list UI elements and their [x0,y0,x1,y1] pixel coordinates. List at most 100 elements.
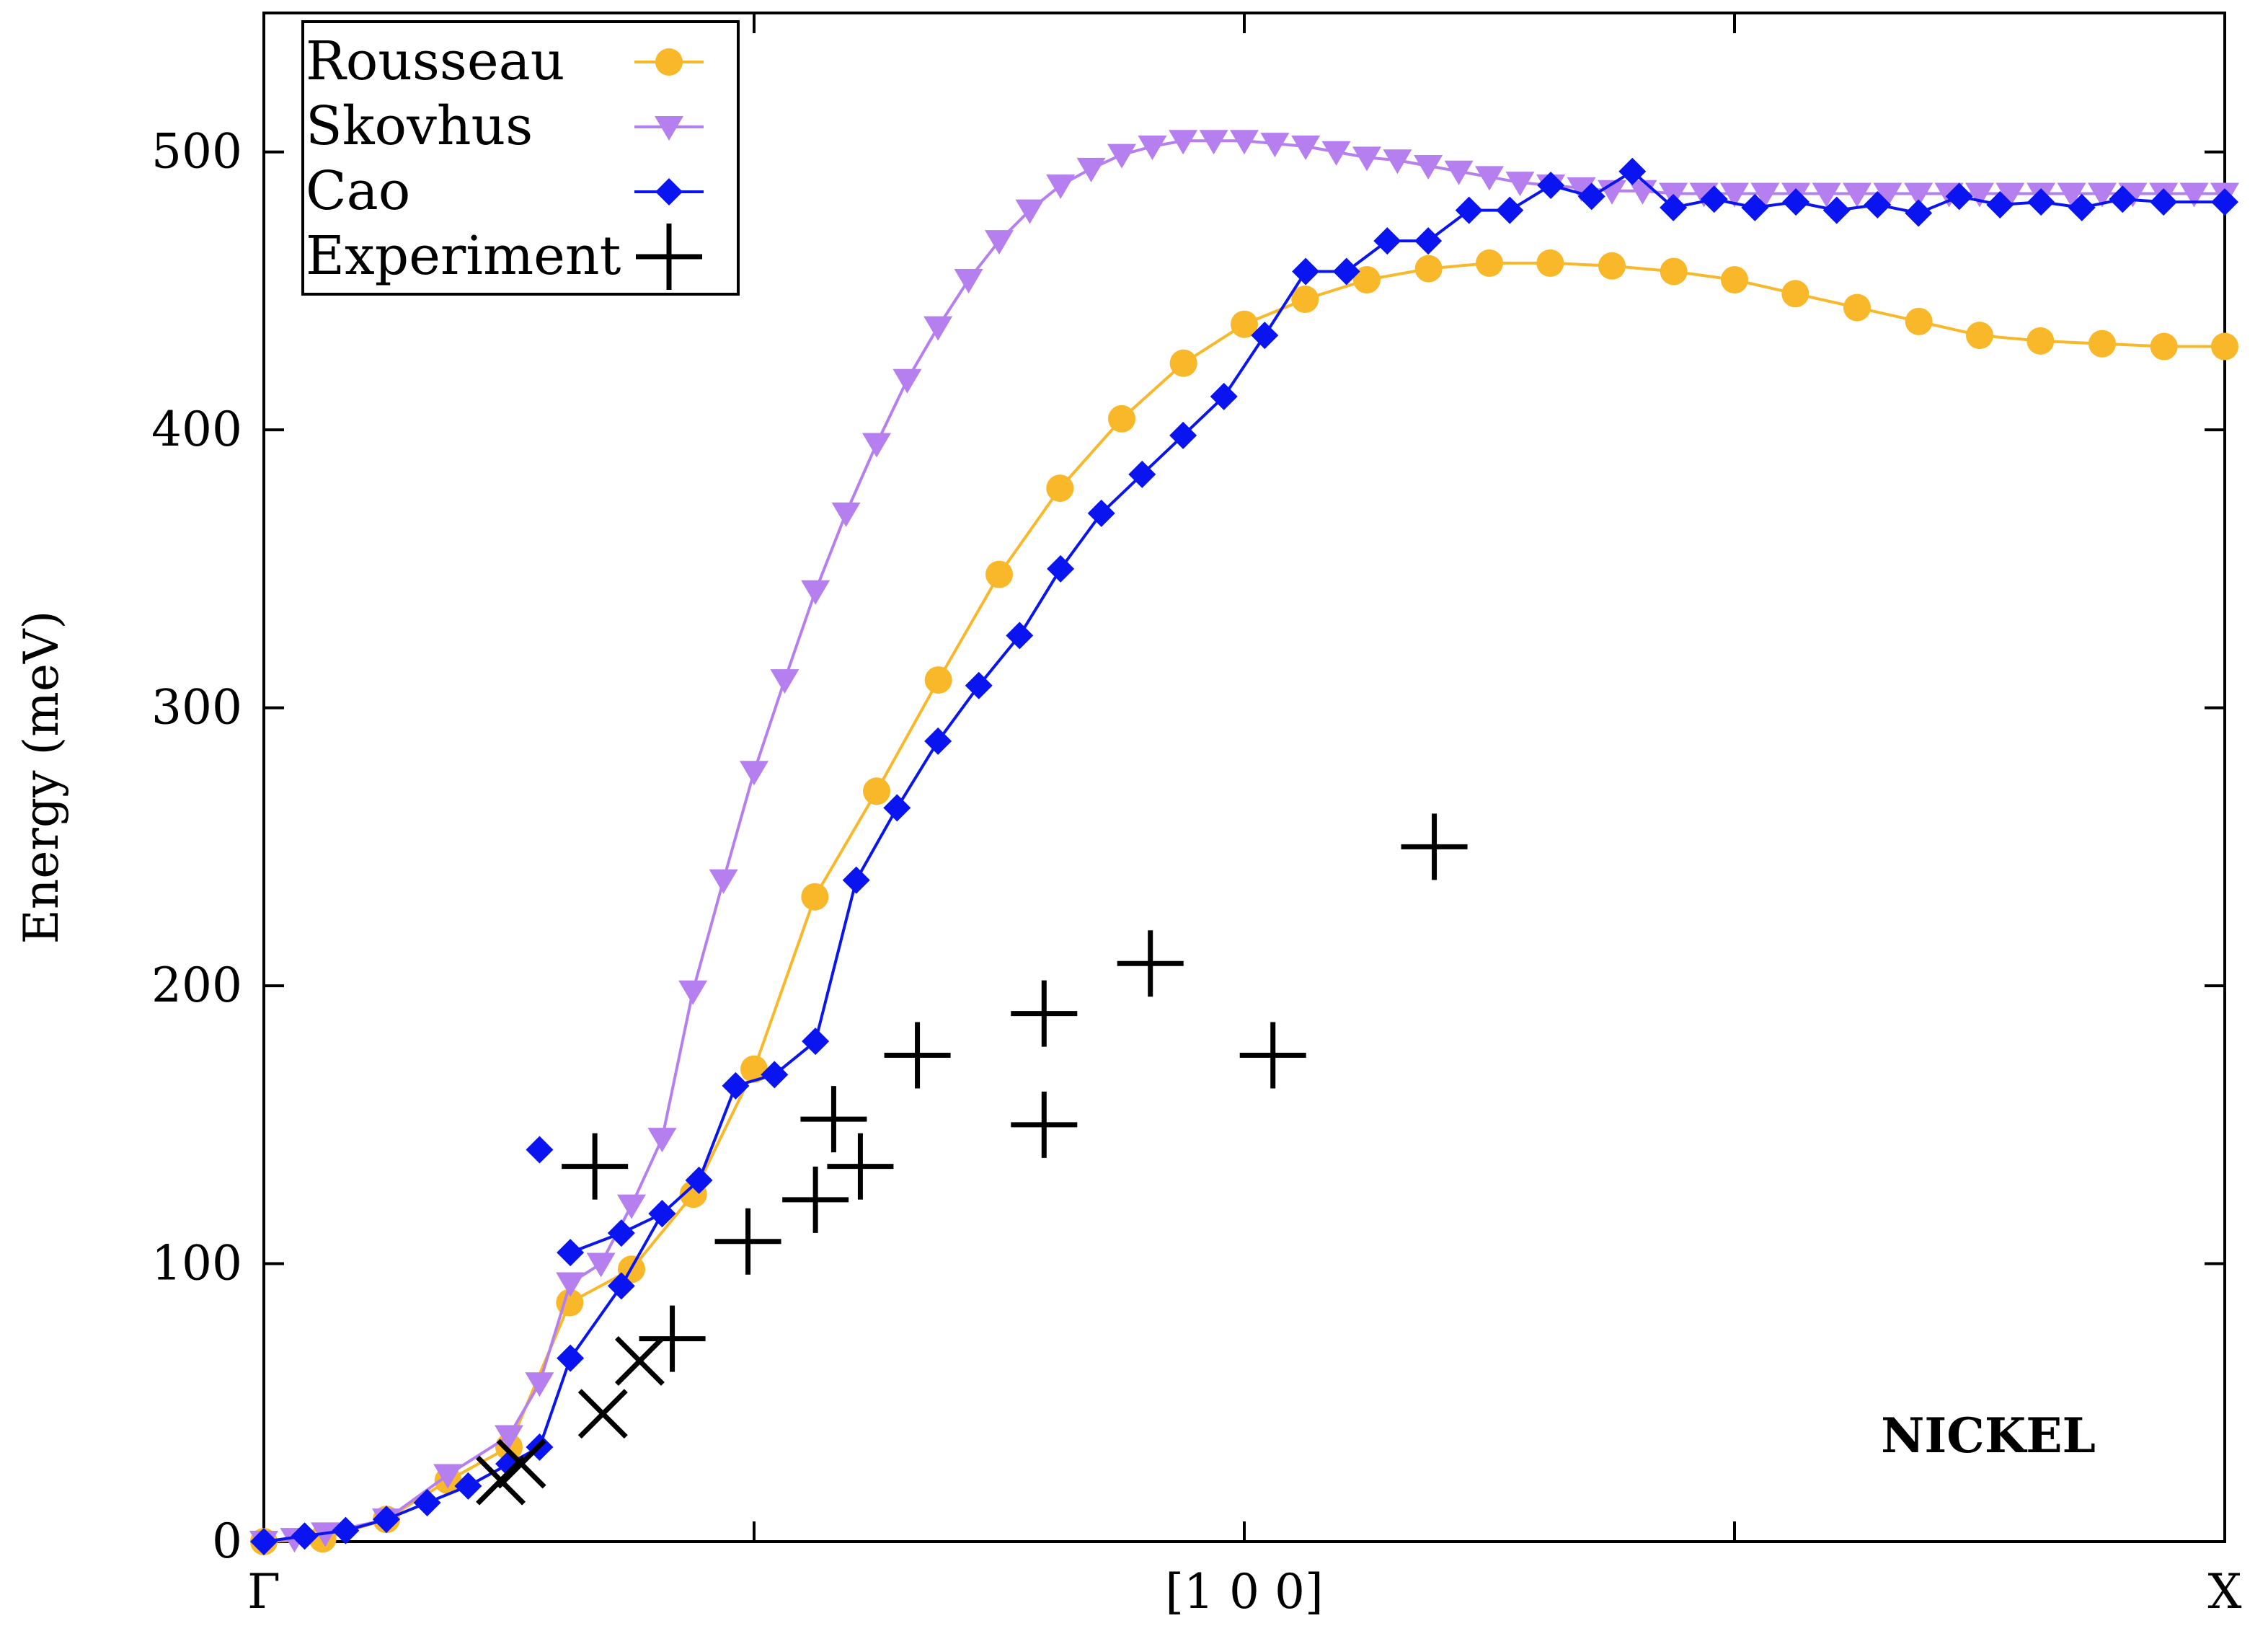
legend-item: Skovhus [306,95,704,157]
data-point-skovhus [556,1272,585,1297]
data-point-skovhus [495,1425,523,1450]
legend-label: Skovhus [306,95,533,157]
data-point-rousseau [1231,310,1258,338]
x-tick-label: X [2208,1564,2242,1619]
data-point-cao-lower-branch [648,1200,676,1228]
data-point-skovhus [1475,166,1504,191]
data-point-skovhus [1567,177,1596,202]
series-rousseau [250,249,2238,1555]
data-point-cao [1700,185,1728,213]
data-point-cao [883,794,911,822]
data-point-experiment-x [577,1389,628,1439]
data-point-skovhus [1321,141,1351,166]
data-point-cao [1864,190,1892,218]
legend-label: Cao [306,160,410,222]
data-point-skovhus [1414,155,1443,180]
data-point-cao [802,1028,830,1056]
data-point-rousseau [1291,286,1319,314]
y-axis-title: Energy (meV) [14,611,69,945]
series-experiment-x [476,1335,665,1506]
axis-ticks: 0 100 200 300 400 500 Γ [1 0 0] X [151,13,2242,1619]
data-point-rousseau [1353,266,1381,294]
data-point-cao [1537,171,1565,199]
data-point-cao [722,1071,750,1100]
data-point-skovhus [1873,182,1902,208]
data-point-skovhus [1505,172,1535,197]
data-point-rousseau [1046,474,1074,503]
data-point-cao [1251,322,1279,350]
series-skovhus [249,130,2239,1555]
y-tick-label: 400 [151,402,242,457]
y-tick-label: 100 [151,1236,242,1291]
data-point-rousseau [1476,249,1503,277]
data-point-experiment [1239,1022,1306,1089]
data-point-cao [924,727,952,755]
data-point-cao [1905,199,1933,227]
data-point-skovhus [1720,182,1749,208]
data-point-experiment [1011,1091,1078,1158]
data-point-rousseau [740,1055,768,1083]
data-point-cao [1660,193,1688,221]
data-point-cao [2150,188,2178,216]
data-point-rousseau [2088,330,2116,358]
data-point-cao [1986,190,2014,218]
legend-item: Experiment [306,224,702,290]
series-cao-lower-branch [557,1200,676,1267]
data-point-cao [685,1166,713,1194]
data-point-skovhus [1843,182,1871,208]
data-point-skovhus [1995,182,2025,208]
data-point-cao [842,866,870,894]
data-point-rousseau [1169,349,1197,377]
series-layer [249,130,2239,1555]
data-point-cao [2211,188,2238,216]
data-point-cao [1945,182,1973,211]
legend-label: Experiment [306,225,621,287]
data-point-skovhus [2088,182,2117,208]
data-point-cao [291,1522,319,1550]
data-point-skovhus [985,230,1014,255]
legend-item: Rousseau [306,30,704,92]
data-point-cao [1373,227,1401,255]
data-point-rousseau [1781,280,1809,308]
data-point-rousseau [2026,327,2055,355]
data-point-skovhus [1046,174,1076,199]
series-line-rousseau [263,261,2225,1543]
data-point-cao [1414,227,1443,255]
data-point-cao [1292,257,1320,286]
data-point-cao [1169,421,1197,449]
data-point-cao [761,1061,789,1089]
data-point-skovhus [1383,149,1412,174]
data-point-rousseau [985,560,1013,588]
data-point-skovhus [1076,157,1106,182]
data-point-skovhus [1107,143,1136,169]
legend-swatch-marker [655,116,683,141]
data-point-cao [2109,185,2137,213]
data-point-skovhus [1199,130,1228,155]
y-tick-label: 0 [212,1513,242,1569]
data-point-skovhus [1965,182,1994,208]
data-point-cao [373,1506,400,1534]
data-point-skovhus [1352,146,1381,172]
data-point-rousseau [1966,322,1993,350]
data-point-cao [1006,622,1034,650]
data-point-skovhus [1015,199,1045,224]
data-point-skovhus [1750,182,1780,208]
data-point-cao [1455,196,1483,224]
data-point-cao-lower-branch [557,1239,585,1267]
data-point-cao [454,1472,482,1500]
series-cao-isolated [526,1136,554,1164]
data-point-cao [607,1272,635,1300]
legend-label: Rousseau [306,30,564,92]
legend-swatch-marker [655,178,683,206]
data-point-cao [413,1489,441,1517]
data-point-experiment [800,1086,867,1153]
data-point-rousseau [1660,257,1688,286]
data-point-rousseau [1843,293,1871,322]
data-point-cao [1618,157,1647,185]
data-point-skovhus [1904,182,1933,208]
data-point-cao [1496,196,1524,224]
data-point-cao [1210,382,1238,410]
data-point-skovhus [801,580,830,605]
data-point-skovhus [740,761,768,786]
